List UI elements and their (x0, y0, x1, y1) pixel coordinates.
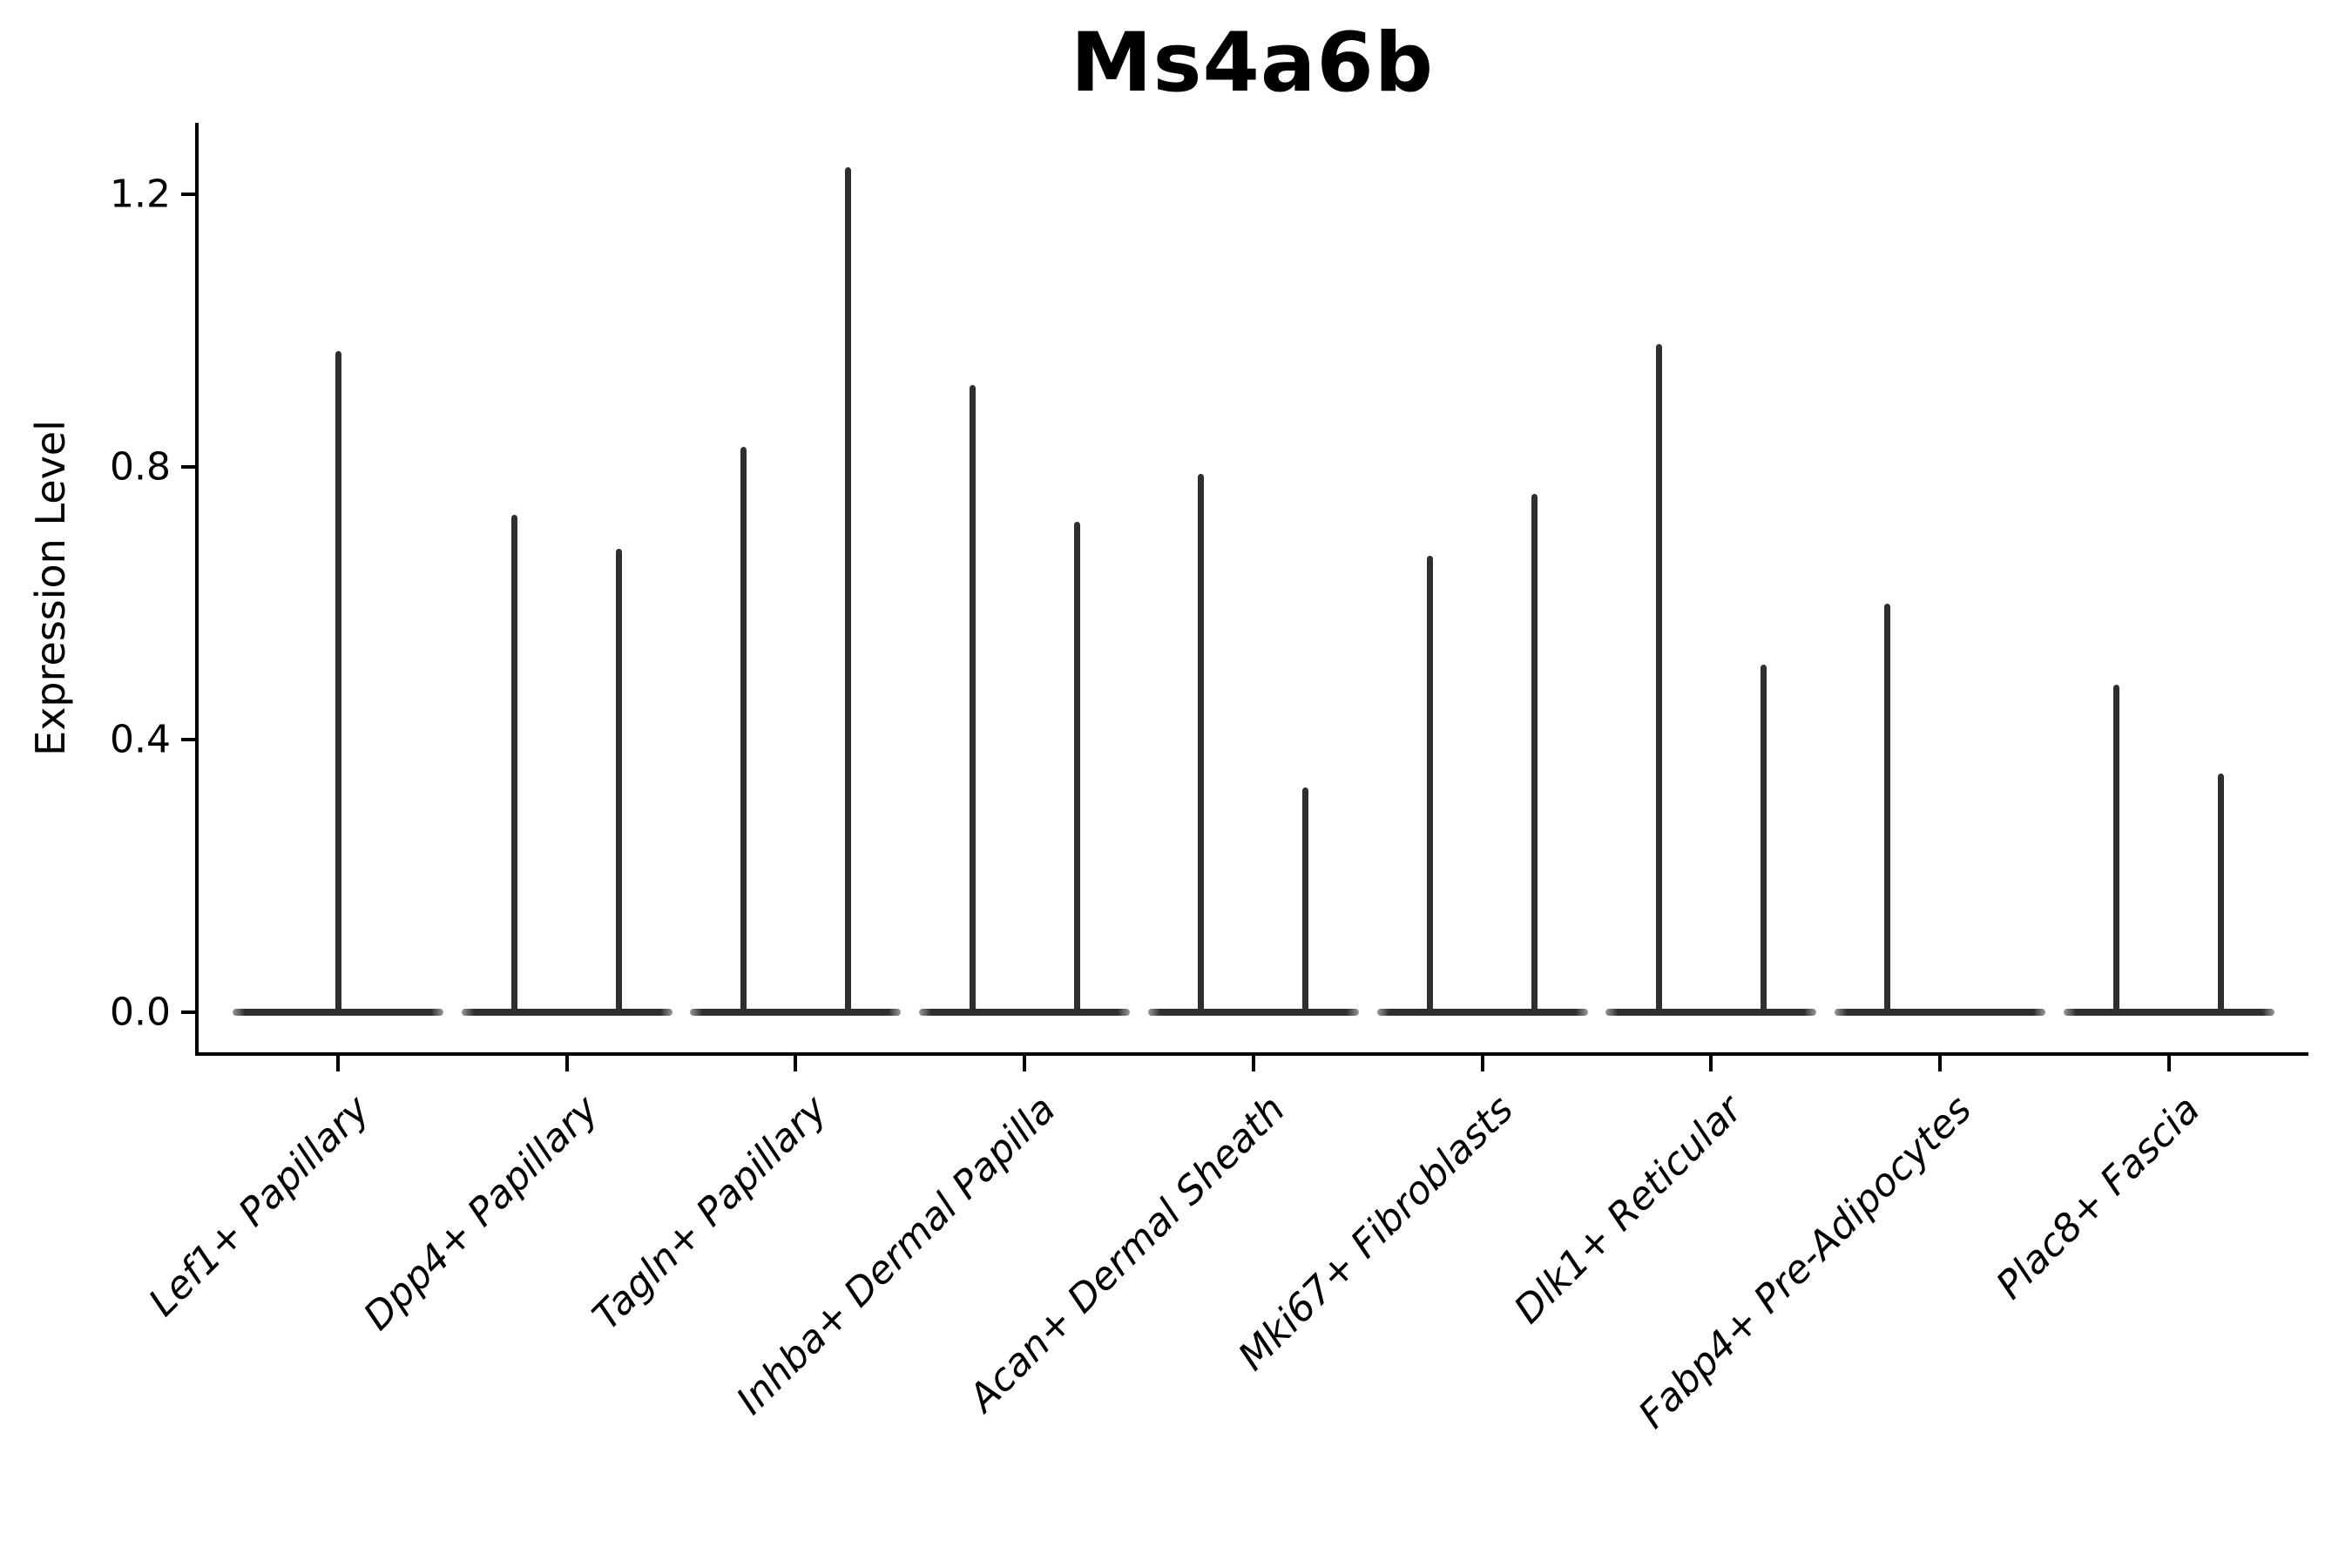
violin-spike (1655, 344, 1662, 1012)
x-tick-label: Tagln+ Papillary (584, 1087, 836, 1339)
y-tick (181, 193, 195, 196)
x-tick-label: Lef1+ Papillary (140, 1087, 379, 1326)
y-tick (181, 1010, 195, 1014)
violin-spike (740, 446, 747, 1012)
violin-spike (969, 385, 976, 1012)
violin-spike (1302, 787, 1309, 1012)
x-tick-label: Plac8+ Fascia (1988, 1087, 2209, 1308)
violin-baseline (1376, 1009, 1588, 1016)
x-tick-label: Dlk1+ Reticular (1505, 1087, 1752, 1333)
x-tick (794, 1056, 798, 1071)
x-tick (1480, 1056, 1484, 1071)
violin-spike (1531, 494, 1538, 1012)
violin-baseline (1834, 1009, 2045, 1016)
y-tick-label: 0.8 (110, 444, 171, 490)
violin-baseline (233, 1009, 443, 1016)
x-axis-spine (195, 1052, 2308, 1056)
chart-title: Ms4a6b (1070, 16, 1435, 111)
x-tick (1251, 1056, 1255, 1071)
y-tick-label: 1.2 (110, 172, 171, 217)
violin-spike (1760, 664, 1767, 1012)
x-tick (336, 1056, 340, 1071)
x-tick (1937, 1056, 1942, 1071)
x-tick (1023, 1056, 1027, 1071)
violin-baseline (1147, 1009, 1359, 1016)
violin-spike (1884, 603, 1891, 1012)
violin-spike (616, 548, 623, 1012)
violin-spike (511, 514, 518, 1012)
violin-spike (844, 166, 851, 1012)
violin-baseline (690, 1009, 902, 1016)
violin-baseline (461, 1009, 672, 1016)
violin-spike (2113, 685, 2120, 1012)
y-tick-label: 0.4 (110, 717, 171, 762)
y-tick (181, 738, 195, 741)
violin-spike (335, 350, 341, 1012)
x-tick-label: Dpp4+ Papillary (355, 1087, 607, 1340)
violin-baseline (2063, 1009, 2274, 1016)
y-axis-spine (195, 123, 199, 1056)
x-tick (564, 1056, 569, 1071)
x-tick (1709, 1056, 1713, 1071)
violin-spike (2218, 774, 2225, 1012)
x-tick (2166, 1056, 2171, 1071)
violin-spike (1073, 521, 1080, 1012)
violin-baseline (1605, 1009, 1817, 1016)
violin-spike (1427, 555, 1433, 1012)
y-tick-label: 0.0 (110, 990, 171, 1035)
violin-baseline (919, 1009, 1131, 1016)
violin-spike (1198, 473, 1205, 1012)
y-tick (181, 465, 195, 469)
